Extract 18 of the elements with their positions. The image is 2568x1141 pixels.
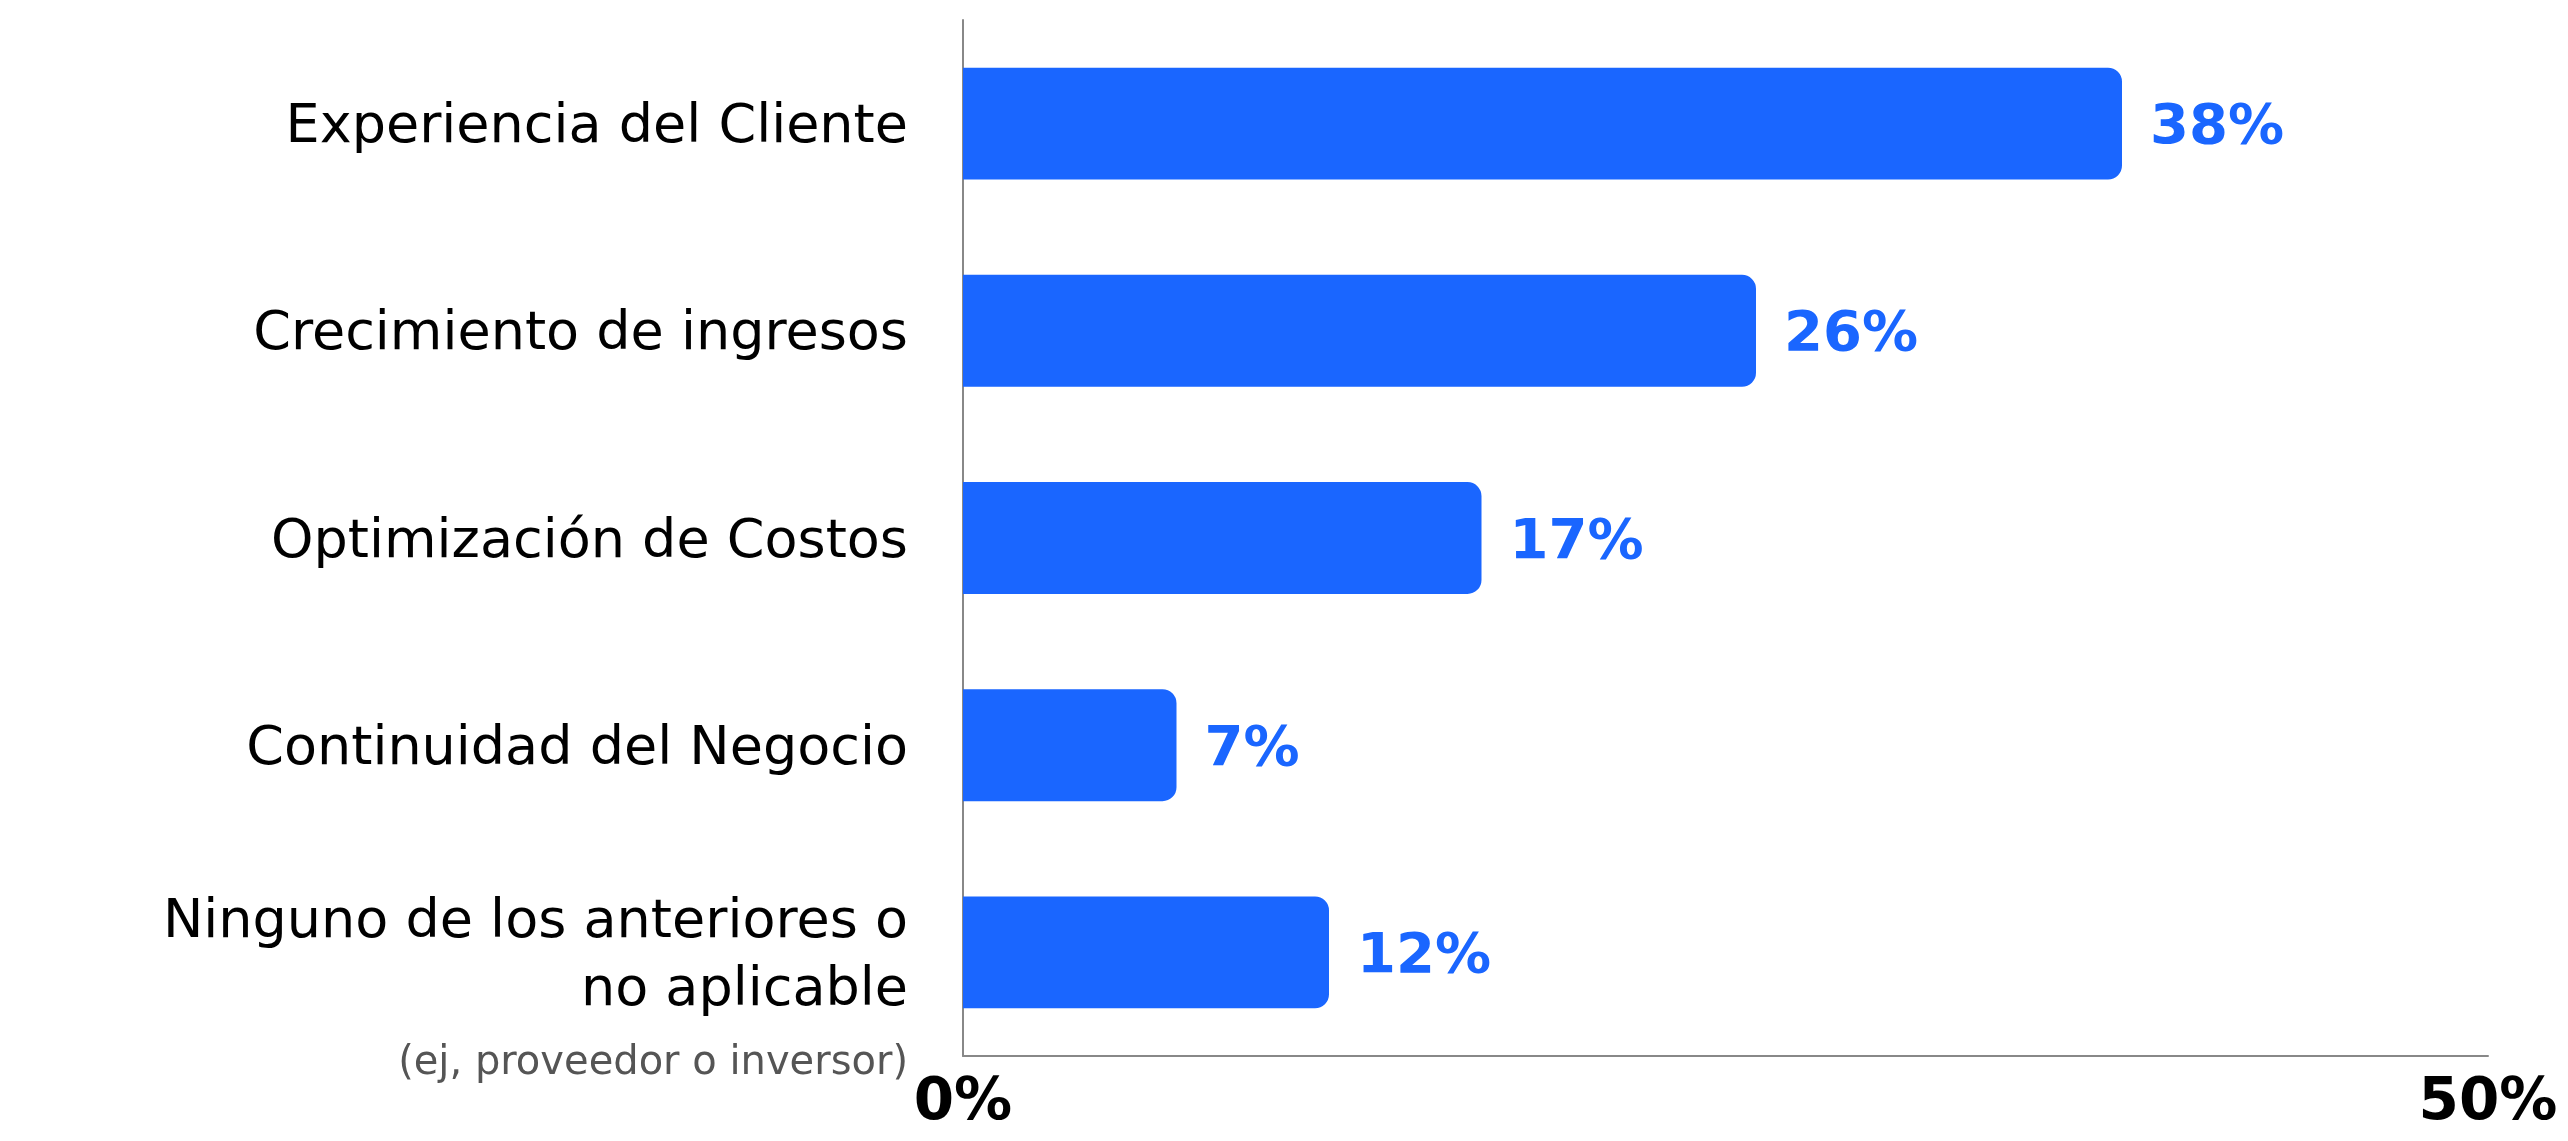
bar (963, 689, 1177, 802)
y-tick-label: Continuidad del Negocio (246, 713, 908, 777)
data-label: 38% (2150, 91, 2285, 157)
bar (963, 274, 1756, 387)
bar (963, 896, 1329, 1009)
data-label: 12% (1357, 919, 1492, 985)
data-label: 17% (1509, 505, 1644, 571)
text: (ej, proveedor o inversor) (398, 1037, 908, 1083)
bar (963, 67, 2122, 180)
y-tick-label: Experiencia del Cliente (285, 92, 908, 156)
data-label: 26% (1784, 298, 1919, 364)
y-tick-label: Crecimiento de ingresos (253, 299, 908, 363)
x-tick-label: 0% (913, 1065, 1013, 1133)
bar (963, 482, 1482, 594)
x-tick-label: 50% (2418, 1065, 2558, 1133)
data-label: 7% (1204, 712, 1300, 778)
y-tick-label: Ninguno de los anteriores o no aplicable (162, 886, 908, 1018)
y-tick-label: Optimización de Costos (270, 506, 908, 570)
